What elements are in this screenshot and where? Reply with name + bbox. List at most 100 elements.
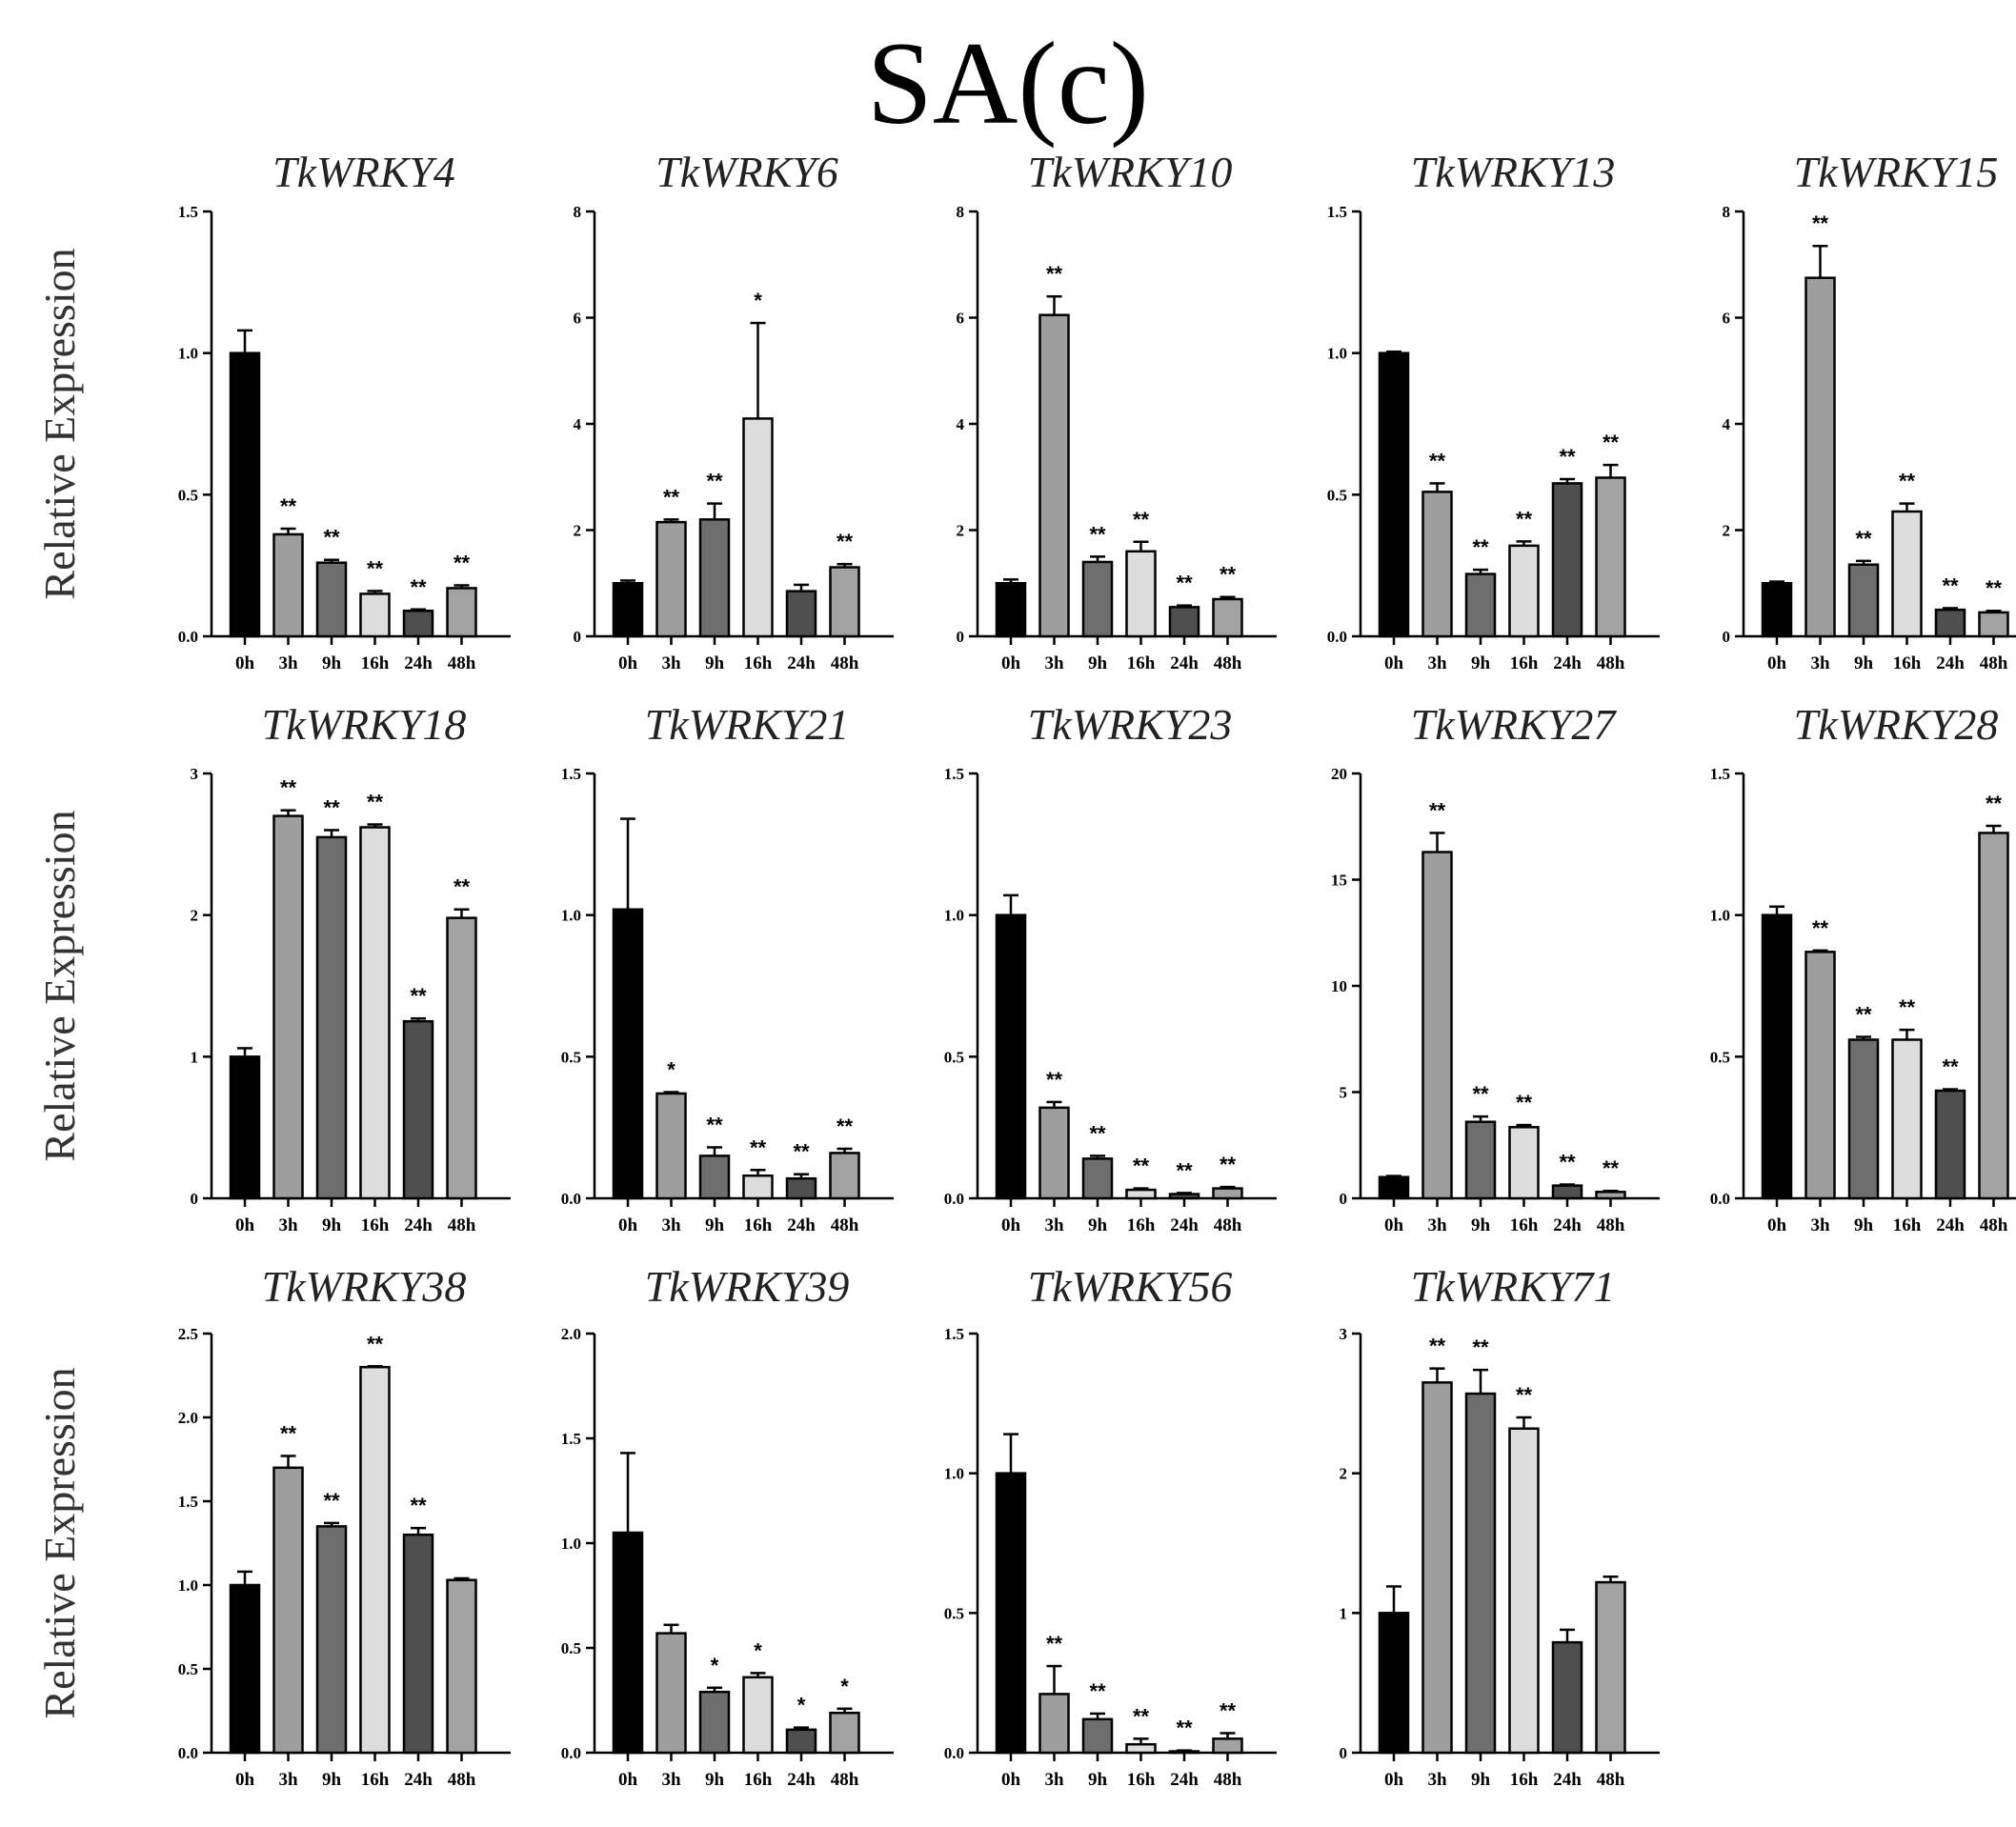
y-tick-label: 0.5 bbox=[1710, 1048, 1730, 1066]
bar bbox=[742, 1676, 774, 1755]
x-tick-label: 0h bbox=[1384, 1215, 1404, 1235]
x-tick-label: 16h bbox=[1510, 653, 1539, 673]
x-tick-label: 0h bbox=[618, 1770, 638, 1790]
bar bbox=[1038, 1106, 1070, 1200]
significance-label: ** bbox=[1472, 1335, 1489, 1359]
x-tick-label: 16h bbox=[1893, 1215, 1922, 1235]
y-tick-label: 2 bbox=[1723, 522, 1731, 540]
bar bbox=[1421, 851, 1453, 1200]
y-tick-label: 0.0 bbox=[561, 1190, 581, 1208]
bar bbox=[995, 582, 1027, 638]
bar bbox=[698, 1690, 731, 1755]
significance-label: ** bbox=[367, 556, 384, 580]
x-tick-label: 16h bbox=[1127, 1215, 1156, 1235]
significance-label: ** bbox=[367, 791, 384, 814]
y-tick-label: 1.0 bbox=[1710, 907, 1730, 925]
bar bbox=[1168, 1193, 1200, 1200]
y-tick-label: 1.0 bbox=[944, 907, 964, 925]
significance-label: ** bbox=[1899, 995, 1916, 1019]
y-tick-label: 2.0 bbox=[178, 1409, 198, 1427]
x-tick-label: 3h bbox=[1810, 1215, 1830, 1235]
bar bbox=[1038, 1693, 1070, 1755]
significance-label: ** bbox=[1429, 1335, 1446, 1358]
bar bbox=[402, 1533, 434, 1755]
bar bbox=[446, 1578, 477, 1755]
figure-title: SA(c) bbox=[866, 18, 1150, 149]
chart-panel: TkWRKY4 0.0 0.5 1.0 1.5 0h ** 3h ** 9h ** 16h ** 24h *… bbox=[178, 148, 511, 673]
x-tick-label: 16h bbox=[1127, 653, 1156, 673]
significance-label: ** bbox=[1603, 431, 1620, 454]
bar bbox=[1464, 1392, 1497, 1755]
y-tick-label: 0.5 bbox=[944, 1604, 964, 1622]
bar bbox=[655, 1632, 687, 1755]
significance-label: ** bbox=[1855, 527, 1872, 551]
bar bbox=[1847, 563, 1880, 638]
significance-label: ** bbox=[1516, 1091, 1533, 1114]
y-tick-label: 1 bbox=[1340, 1604, 1348, 1622]
panel-title: TkWRKY21 bbox=[645, 700, 850, 749]
x-tick-label: 9h bbox=[705, 1770, 725, 1790]
panel-title: TkWRKY28 bbox=[1794, 700, 1999, 749]
y-tick-label: 1.0 bbox=[561, 1535, 581, 1553]
bar bbox=[1212, 1737, 1243, 1755]
x-tick-label: 48h bbox=[831, 1215, 859, 1235]
significance-label: ** bbox=[1429, 798, 1446, 822]
x-tick-label: 24h bbox=[1170, 653, 1199, 673]
y-tick-label: 6 bbox=[957, 310, 965, 328]
x-tick-label: 3h bbox=[278, 1215, 298, 1235]
y-tick-label: 2 bbox=[957, 522, 965, 540]
y-tick-label: 0.0 bbox=[944, 1744, 964, 1762]
bar bbox=[995, 914, 1027, 1200]
bar bbox=[1081, 1717, 1114, 1755]
y-tick-label: 1.5 bbox=[944, 765, 964, 783]
bar bbox=[1761, 582, 1793, 638]
significance-label: ** bbox=[323, 1489, 340, 1513]
y-tick-label: 1.5 bbox=[561, 765, 581, 783]
x-tick-label: 0h bbox=[1767, 1215, 1787, 1235]
y-tick-label: 1.5 bbox=[178, 203, 198, 221]
y-tick-label: 10 bbox=[1331, 977, 1347, 995]
significance-label: ** bbox=[750, 1135, 767, 1159]
bar bbox=[446, 916, 477, 1200]
significance-label: ** bbox=[280, 776, 297, 800]
x-tick-label: 16h bbox=[361, 1770, 390, 1790]
y-tick-label: 0 bbox=[191, 1190, 199, 1208]
bar bbox=[1595, 476, 1626, 638]
bar bbox=[698, 518, 731, 638]
bar bbox=[1038, 313, 1070, 638]
x-tick-label: 0h bbox=[618, 653, 638, 673]
y-tick-label: 1.5 bbox=[178, 1493, 198, 1511]
y-tick-label: 0.0 bbox=[178, 1744, 198, 1762]
significance-label: * bbox=[711, 1654, 719, 1677]
y-tick-label: 0.0 bbox=[944, 1190, 964, 1208]
bar bbox=[229, 1583, 261, 1755]
bar bbox=[315, 1525, 348, 1755]
significance-label: ** bbox=[1899, 470, 1916, 493]
chart-panel: TkWRKY38 0.0 0.5 1.0 1.5 2.0 2.5 0h ** 3h ** 9h ** 16… bbox=[178, 1262, 511, 1790]
y-axis-label: Relative Expression bbox=[35, 1367, 84, 1718]
x-tick-label: 9h bbox=[322, 1770, 342, 1790]
chart-panel: TkWRKY13 0.0 0.5 1.0 1.5 0h ** 3h ** 9h ** 16h ** 24h… bbox=[1327, 148, 1660, 673]
significance-label: ** bbox=[1176, 1717, 1193, 1740]
significance-label: ** bbox=[1942, 573, 1959, 597]
x-tick-label: 0h bbox=[1384, 1770, 1404, 1790]
bar bbox=[1508, 1427, 1540, 1755]
significance-label: ** bbox=[1812, 211, 1829, 235]
y-tick-label: 1.5 bbox=[561, 1430, 581, 1448]
bar bbox=[1508, 544, 1540, 638]
significance-label: ** bbox=[837, 1114, 854, 1138]
chart-panel: TkWRKY10 0 2 4 6 8 0h ** 3h ** 9h ** 16h ** 24h ** 48h bbox=[957, 148, 1277, 673]
bar bbox=[655, 520, 687, 638]
x-tick-label: 9h bbox=[1471, 1215, 1491, 1235]
significance-label: ** bbox=[706, 1113, 723, 1136]
x-tick-label: 48h bbox=[1980, 653, 2008, 673]
x-tick-label: 48h bbox=[831, 653, 859, 673]
bar bbox=[655, 1092, 687, 1200]
bar bbox=[1934, 1089, 1966, 1200]
x-tick-label: 9h bbox=[1088, 1770, 1108, 1790]
x-tick-label: 24h bbox=[1553, 1770, 1582, 1790]
x-tick-label: 16h bbox=[361, 653, 390, 673]
y-tick-label: 0 bbox=[957, 628, 965, 646]
chart-panel: TkWRKY71 0 1 2 3 0h ** 3h ** 9h ** 16h 24h 48h bbox=[1340, 1262, 1660, 1790]
significance-label: ** bbox=[410, 575, 427, 599]
